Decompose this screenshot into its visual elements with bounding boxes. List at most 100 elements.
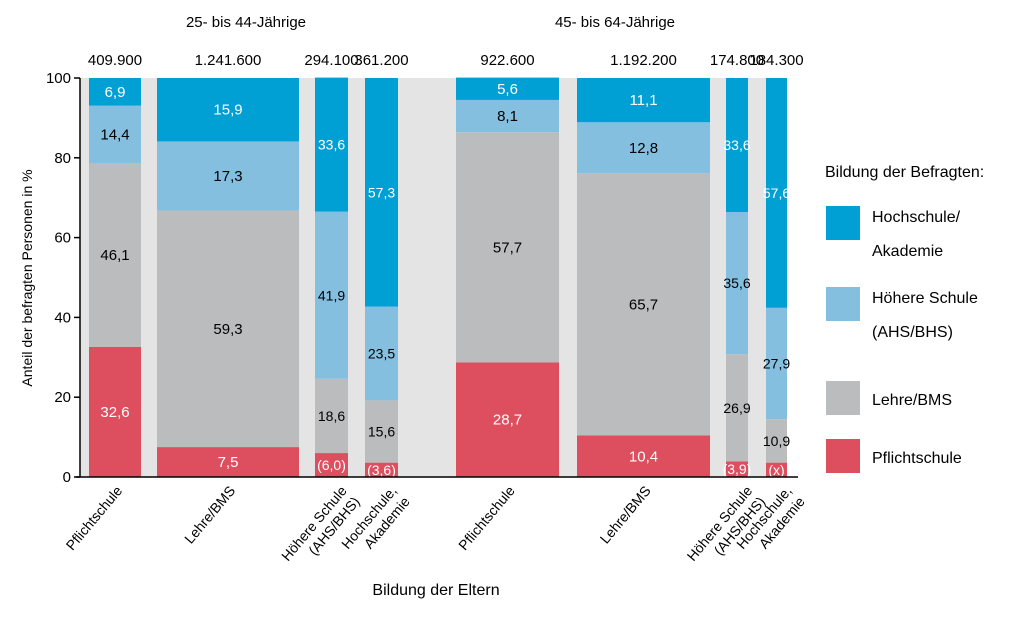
bar-segment bbox=[766, 307, 787, 420]
legend-label: Akademie bbox=[872, 243, 943, 260]
bar-segment bbox=[456, 77, 559, 100]
bars: 32,6 46,1 14,4 6,9 7,5 59,3 17,3 15,9 (6,0) 18,6 4… bbox=[89, 77, 790, 478]
data-label: 17,3 bbox=[213, 168, 242, 185]
data-label: 15,9 bbox=[213, 102, 242, 119]
bar-segment bbox=[157, 447, 299, 477]
bar-segment bbox=[315, 378, 348, 454]
data-label: (6,0) bbox=[317, 457, 346, 473]
bar-segment bbox=[89, 78, 141, 106]
data-label: 32,6 bbox=[100, 404, 129, 421]
bar-total: 184.300 bbox=[749, 52, 803, 69]
bar-total: 922.600 bbox=[480, 52, 534, 69]
group-titles: 25- bis 44-Jährige 45- bis 64-Jährige bbox=[186, 14, 675, 31]
background-band-6 bbox=[748, 78, 766, 477]
data-label: 35,6 bbox=[723, 275, 750, 291]
background-band-5 bbox=[710, 78, 726, 477]
bar-segment bbox=[365, 306, 398, 401]
bar-segment bbox=[157, 141, 299, 211]
legend-label: Lehre/BMS bbox=[872, 392, 952, 409]
bar-segment bbox=[89, 346, 141, 477]
bar-total: 1.241.600 bbox=[195, 52, 262, 69]
data-label: 33,6 bbox=[723, 137, 750, 153]
data-label: 18,6 bbox=[318, 408, 345, 424]
x-tick-label-line: Lehre/BMS bbox=[181, 483, 238, 547]
bar-segment bbox=[577, 122, 710, 174]
y-axis-ticks: 0 20 40 60 80 100 bbox=[46, 70, 80, 486]
data-label: 7,5 bbox=[218, 454, 239, 471]
bar-segment bbox=[577, 435, 710, 477]
data-label: 41,9 bbox=[318, 287, 345, 303]
data-label: 26,9 bbox=[723, 400, 750, 416]
data-label: 46,1 bbox=[100, 247, 129, 264]
x-tick-labels: Pflichtschule Lehre/BMS Höhere Schule(AHS/… bbox=[63, 482, 808, 563]
bar-segment bbox=[726, 354, 748, 462]
y-tick-label: 80 bbox=[54, 150, 71, 167]
bar-segment bbox=[157, 210, 299, 448]
background-band-4 bbox=[559, 78, 577, 477]
data-label: 6,9 bbox=[105, 84, 126, 101]
bar-segment bbox=[157, 78, 299, 142]
legend-swatch bbox=[826, 381, 860, 415]
bar-segment bbox=[726, 78, 748, 213]
data-label: 15,6 bbox=[368, 424, 395, 440]
x-tick-label-line: Pflichtschule bbox=[63, 482, 126, 553]
data-label: 57,6 bbox=[763, 185, 790, 201]
legend-swatch bbox=[826, 287, 860, 321]
data-label: 27,9 bbox=[763, 355, 790, 371]
bar-segment bbox=[89, 162, 141, 347]
bar-total: 174.800 bbox=[710, 52, 764, 69]
data-label: (3,9) bbox=[723, 461, 752, 477]
group-title: 25- bis 44-Jährige bbox=[186, 14, 306, 31]
data-label: 23,5 bbox=[368, 346, 395, 362]
bar-segment bbox=[577, 173, 710, 436]
bar-total: 1.192.200 bbox=[610, 52, 677, 69]
background-band-1 bbox=[298, 78, 315, 477]
data-label: (3,6) bbox=[367, 462, 396, 478]
data-label: 11,1 bbox=[629, 92, 657, 109]
data-label: 65,7 bbox=[629, 296, 658, 313]
data-label: 8,1 bbox=[497, 108, 518, 125]
bar-segment bbox=[726, 461, 748, 477]
bar-segment bbox=[456, 132, 559, 363]
data-label: 57,3 bbox=[368, 184, 395, 200]
x-tick-label: Pflichtschule bbox=[455, 482, 518, 553]
x-tick-label: Lehre/BMS bbox=[597, 483, 654, 547]
legend-title: Bildung der Befragten: bbox=[825, 164, 984, 181]
bar-total: 409.900 bbox=[88, 52, 142, 69]
legend-label: Hochschule/ bbox=[872, 209, 961, 226]
y-tick-label: 60 bbox=[54, 230, 71, 247]
legend-label: Pflichtschule bbox=[872, 450, 962, 467]
bar-segment bbox=[766, 78, 787, 308]
data-label: 10,4 bbox=[629, 448, 658, 465]
bar-total: 294.100 bbox=[304, 52, 358, 69]
bar-segment bbox=[315, 453, 348, 477]
bar-segment bbox=[365, 462, 398, 477]
y-tick-label: 0 bbox=[63, 469, 71, 486]
legend-swatch bbox=[826, 206, 860, 240]
data-label: 33,6 bbox=[318, 137, 345, 153]
bar-segment bbox=[315, 211, 348, 379]
x-tick-label-line: Lehre/BMS bbox=[597, 483, 654, 547]
x-tick-label: Lehre/BMS bbox=[181, 483, 238, 547]
x-tick-label: Pflichtschule bbox=[63, 482, 126, 553]
bar-segment bbox=[365, 400, 398, 463]
bar-segment bbox=[726, 212, 748, 355]
group-title: 45- bis 64-Jährige bbox=[555, 14, 675, 31]
data-label: 12,8 bbox=[629, 140, 658, 157]
x-tick-label-line: Pflichtschule bbox=[455, 482, 518, 553]
background-band-3 bbox=[398, 78, 456, 477]
axes bbox=[76, 78, 798, 478]
legend-swatch bbox=[826, 439, 860, 473]
bar-segment bbox=[766, 419, 787, 463]
y-tick-label: 40 bbox=[54, 309, 71, 326]
background-band-2 bbox=[348, 78, 365, 477]
data-label: 5,6 bbox=[497, 81, 518, 98]
y-tick-label: 20 bbox=[54, 389, 71, 406]
y-tick-label: 100 bbox=[46, 70, 71, 87]
data-label: (x) bbox=[768, 462, 784, 478]
data-label: 28,7 bbox=[493, 412, 522, 429]
bar-total: 361.200 bbox=[354, 52, 408, 69]
data-label: 59,3 bbox=[213, 321, 242, 338]
